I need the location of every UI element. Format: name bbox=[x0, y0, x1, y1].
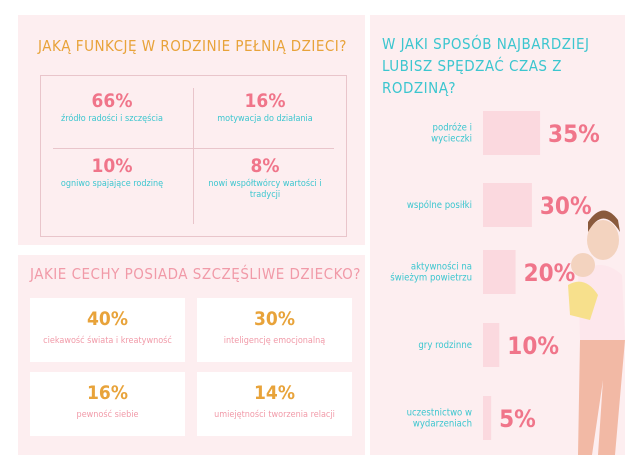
stat-box: 10% ogniwo spajające rodzinę bbox=[42, 155, 182, 190]
stat-label: umiejętności tworzenia relacji bbox=[214, 410, 335, 420]
stat-value: 40% bbox=[87, 308, 128, 330]
functions-panel: JAKĄ FUNKCJĘ W RODZINIE PEŁNIĄ DZIECI? bbox=[18, 15, 365, 245]
bar bbox=[483, 111, 541, 155]
stat-label: ogniwo spajające rodzinę bbox=[60, 179, 164, 189]
stat-box: 16% motywacja do działania bbox=[195, 90, 335, 125]
stat-label: inteligencję emocjonalną bbox=[223, 336, 326, 346]
stat-label: ciekawość świata i kreatywność bbox=[43, 336, 172, 346]
stat-box: 30% inteligencję emocjonalną bbox=[197, 298, 352, 362]
value-label: 30% bbox=[540, 192, 592, 220]
stat-box: 66% źródło radości i szczęścia bbox=[42, 90, 182, 125]
stat-box: 40% ciekawość świata i kreatywność bbox=[30, 298, 185, 362]
bar bbox=[483, 250, 516, 294]
stat-label: pewność siebie bbox=[76, 410, 139, 420]
divider bbox=[53, 148, 334, 149]
frame bbox=[40, 75, 347, 237]
value-label: 20% bbox=[524, 259, 576, 287]
stat-value: 16% bbox=[87, 382, 128, 404]
category-label: gry rodzinne bbox=[418, 340, 472, 351]
panel-title: JAKĄ FUNKCJĘ W RODZINIE PEŁNIĄ DZIECI? bbox=[38, 37, 347, 55]
value-label: 35% bbox=[548, 120, 600, 148]
stat-value: 14% bbox=[254, 382, 295, 404]
bar bbox=[483, 323, 500, 367]
value-label: 10% bbox=[507, 332, 559, 360]
bar bbox=[483, 183, 532, 227]
chart-panel: W JAKI SPOSÓB NAJBARDZIEJ LUBISZ SPĘDZAĆ… bbox=[370, 15, 625, 455]
category-label: uczestnictwo w wydarzeniach bbox=[407, 408, 472, 430]
stat-value: 8% bbox=[250, 155, 280, 177]
stat-label: źródło radości i szczęścia bbox=[60, 114, 164, 124]
stat-label: motywacja do działania bbox=[217, 114, 313, 124]
stat-value: 16% bbox=[244, 90, 286, 112]
stat-label: nowi współtwórcy wartości i tradycji bbox=[208, 179, 322, 200]
stat-value: 30% bbox=[254, 308, 295, 330]
illustration bbox=[568, 210, 625, 455]
chart-title: W JAKI SPOSÓB NAJBARDZIEJ LUBISZ SPĘDZAĆ… bbox=[382, 35, 590, 97]
category-label: wspólne posiłki bbox=[407, 200, 472, 211]
value-label: 5% bbox=[499, 405, 536, 433]
stat-box: 8% nowi współtwórcy wartości i tradycji bbox=[195, 155, 335, 201]
stat-box: 16% pewność siebie bbox=[30, 372, 185, 436]
divider bbox=[193, 88, 194, 224]
category-label: podróże i wycieczki bbox=[431, 123, 472, 145]
stat-value: 66% bbox=[91, 90, 133, 112]
bar bbox=[483, 396, 492, 440]
category-label: aktywności na świeżym powietrzu bbox=[390, 262, 472, 284]
stat-value: 10% bbox=[91, 155, 133, 177]
stat-box: 14% umiejętności tworzenia relacji bbox=[197, 372, 352, 436]
panel-title: JAKIE CECHY POSIADA SZCZĘŚLIWE DZIECKO? bbox=[30, 265, 361, 283]
